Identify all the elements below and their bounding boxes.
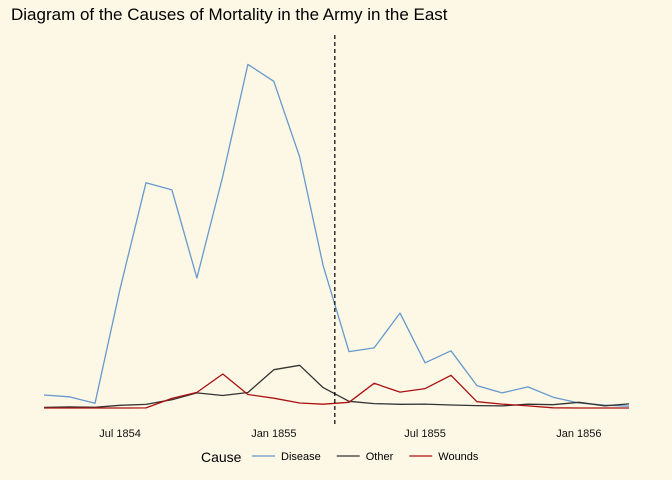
series-line-disease	[43, 63, 630, 407]
legend-label-other: Other	[366, 451, 394, 463]
x-axis: Jul 1854 Jan 1855 Jul 1855 Jan 1856	[99, 428, 601, 440]
legend-title: Cause	[201, 449, 242, 465]
series-line-wounds	[44, 373, 629, 409]
plot-area	[43, 35, 630, 426]
x-tick-label: Jan 1855	[251, 428, 296, 440]
legend: Cause Disease Other Wounds	[201, 449, 479, 465]
legend-item-wounds: Wounds	[409, 451, 479, 463]
legend-label-wounds: Wounds	[438, 451, 479, 463]
x-tick-label: Jan 1856	[556, 428, 601, 440]
legend-label-disease: Disease	[281, 451, 321, 463]
legend-item-other: Other	[336, 451, 394, 463]
series-line-other	[43, 364, 630, 409]
x-tick-label: Jul 1855	[404, 428, 446, 440]
x-tick-label: Jul 1854	[99, 428, 141, 440]
legend-item-disease: Disease	[252, 451, 321, 463]
chart-title: Diagram of the Causes of Mortality in th…	[11, 5, 448, 24]
